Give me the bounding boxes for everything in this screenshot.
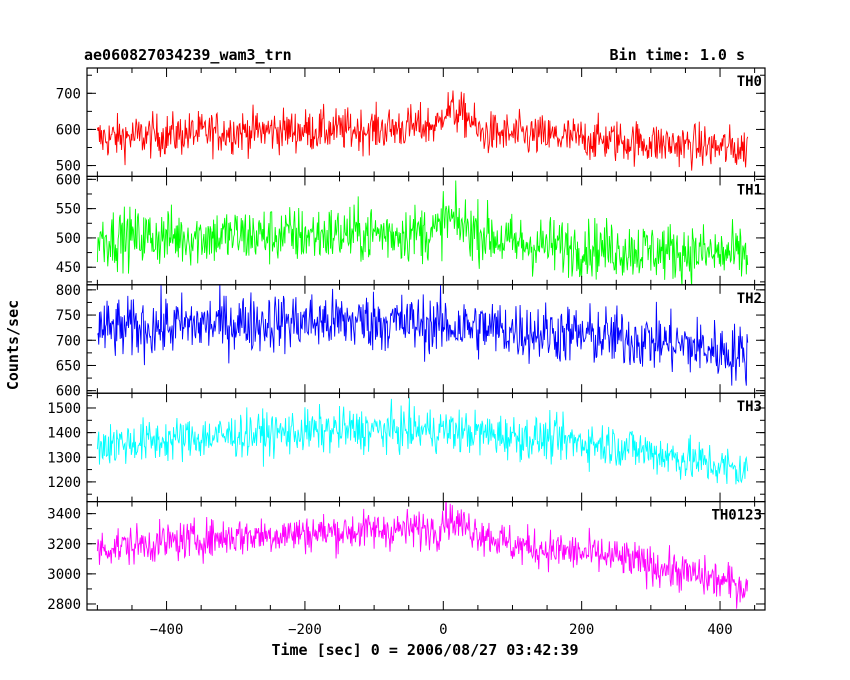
y-tick-label: 750 [56, 308, 81, 324]
y-tick-label: 1500 [47, 401, 81, 417]
panel-th0123: 2800 3000 3200 3400 TH0123 [47, 501, 766, 613]
y-tick-label: 550 [56, 202, 81, 218]
y-tick-label: 800 [56, 283, 81, 299]
series-line-th2 [97, 284, 749, 386]
panel-th2: 600 650 700 750 800 TH2 [56, 283, 766, 400]
y-tick-label: 1400 [47, 426, 81, 442]
panels-group: 500600700TH0450500550600TH16006507007508… [47, 67, 766, 638]
chart-title: ae060827034239_wam3_trn [84, 46, 292, 64]
y-tick-label: 600 [56, 172, 81, 188]
panel-label-th1: TH1 [737, 182, 762, 198]
x-axis-label: Time [sec] 0 = 2006/08/27 03:42:39 [271, 641, 578, 659]
y-tick-label: 500 [56, 231, 81, 247]
y-tick-label: 650 [56, 358, 81, 374]
x-tick-label: −200 [288, 622, 322, 638]
y-axis-label: Counts/sec [4, 300, 22, 390]
x-tick-label: 0 [439, 622, 447, 638]
series-line-th0 [96, 90, 749, 171]
y-tick-label: 1200 [47, 475, 81, 491]
series-line-th3 [96, 397, 749, 485]
y-tick-label: 3400 [47, 507, 81, 523]
y-tick-label: 500 [56, 159, 81, 175]
y-tick-label: 3200 [47, 537, 81, 553]
y-tick-label: 700 [56, 86, 81, 102]
y-tick-label: 1300 [47, 450, 81, 466]
panel-label-th3: TH3 [737, 399, 762, 415]
series-line-th0123 [96, 501, 749, 609]
panel-label-th0123: TH0123 [711, 508, 762, 524]
x-tick-label: 200 [569, 622, 594, 638]
x-tick-label: 400 [707, 622, 732, 638]
x-tick-label: −400 [150, 622, 184, 638]
y-tick-label: 450 [56, 260, 81, 276]
y-tick-label: 3000 [47, 567, 81, 583]
series-line-th1 [96, 180, 749, 285]
panel-th0: 500 600 700 TH0 [56, 67, 766, 178]
panel-frame [86, 501, 766, 611]
panel-label-th2: TH2 [737, 291, 762, 307]
panel-th3: 1200 1300 1400 1500 TH3 [47, 392, 766, 503]
y-tick-label: 600 [56, 384, 81, 400]
y-tick-label: 600 [56, 122, 81, 138]
y-tick-label: 2800 [47, 597, 81, 613]
panel-th1: 450 500 550 600 TH1 [56, 172, 766, 286]
y-tick-label: 700 [56, 333, 81, 349]
panel-label-th0: TH0 [737, 74, 762, 90]
bin-time-label: Bin time: 1.0 s [610, 46, 745, 64]
